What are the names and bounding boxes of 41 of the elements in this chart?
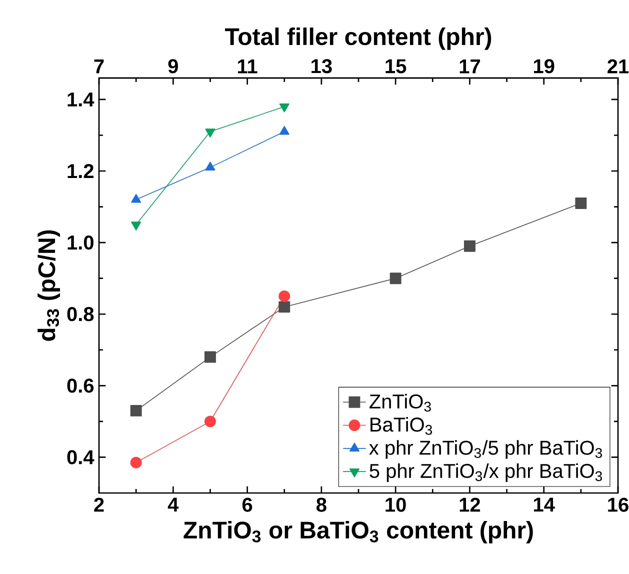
point: [279, 126, 290, 135]
y-tick-label: 1.0: [68, 235, 94, 250]
y-tick-label: 0.8: [67, 307, 94, 322]
y-tick-label: 1.4: [68, 92, 94, 106]
x2-tick-label: 9: [168, 59, 178, 74]
point: [204, 351, 216, 363]
y-tick-label: 0.4: [67, 450, 94, 464]
x-tick-label: 2: [94, 498, 104, 512]
point: [390, 272, 402, 284]
x-axis-title: ZnTiO$_{3}$ or BaTiO$_{3}$ content (phr): [184, 521, 533, 544]
x2-tick-label: 19: [534, 59, 554, 74]
x2-tick-label: 13: [312, 59, 332, 74]
legend-label: BaTiO$_{3}$: [370, 417, 432, 435]
point: [130, 404, 142, 416]
y-tick-label: 0.6: [67, 378, 94, 393]
x2-axis-title: Total filler content (phr): [225, 28, 492, 50]
y-tick-label: 1.2: [68, 164, 94, 178]
x-tick-label: 10: [386, 498, 406, 512]
point: [130, 456, 142, 468]
point: [278, 301, 290, 313]
legend-label: 5 phr ZnTiO$_{3}$/x phr BaTiO$_{3}$: [370, 463, 602, 482]
point: [204, 416, 216, 428]
point: [131, 194, 142, 203]
point: [205, 162, 216, 170]
legend-label: ZnTiO$_{3}$: [370, 394, 431, 412]
y-axis-title: d$_{33}$ (pC/N): [38, 230, 60, 341]
point: [278, 290, 290, 302]
x-tick-label: 8: [316, 498, 326, 512]
x-tick-label: 4: [168, 498, 179, 512]
x2-tick-label: 21: [608, 59, 629, 74]
x2-tick-label: 7: [94, 60, 104, 74]
legend-label: x phr ZnTiO$_{3}$/5 phr BaTiO$_{3}$: [369, 440, 602, 459]
point: [575, 197, 587, 209]
x-tick-label: 14: [534, 498, 555, 512]
x2-tick-label: 17: [460, 60, 480, 74]
point: [464, 240, 476, 252]
x2-tick-label: 11: [238, 60, 258, 74]
x-tick-label: 16: [608, 498, 628, 512]
x2-tick-label: 15: [386, 59, 406, 74]
x-tick-label: 12: [460, 498, 480, 512]
x-tick-label: 6: [242, 498, 252, 512]
